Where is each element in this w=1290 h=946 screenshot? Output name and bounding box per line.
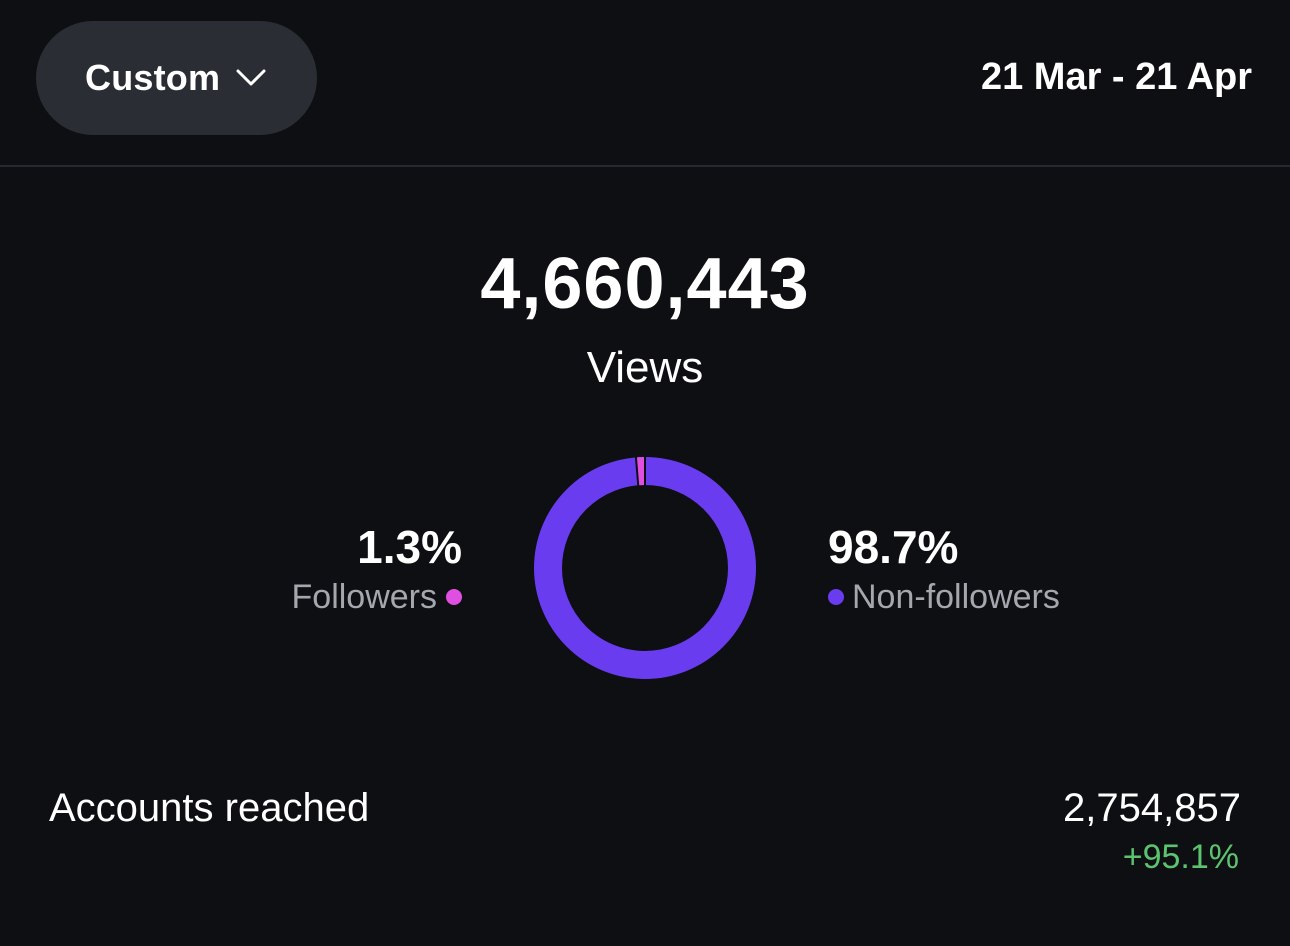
date-range-text: 21 Mar - 21 Apr — [980, 56, 1252, 98]
accounts-reached-change: +95.1% — [1122, 838, 1239, 876]
followers-label: Followers — [291, 578, 437, 616]
followers-legend-dot — [446, 589, 462, 605]
non-followers-percent: 98.7% — [828, 521, 959, 573]
views-label: Views — [586, 343, 704, 392]
accounts-reached-value: 2,754,857 — [1063, 786, 1241, 830]
followers-percent: 1.3% — [357, 521, 462, 573]
non-followers-label: Non-followers — [852, 578, 1060, 616]
header-divider — [0, 165, 1290, 167]
views-donut-chart — [534, 456, 756, 679]
accounts-reached-label: Accounts reached — [49, 786, 370, 830]
date-range-dropdown-label: Custom — [85, 57, 221, 98]
segment-gap — [634, 456, 640, 487]
followers-stat: 1.3% Followers — [292, 520, 462, 620]
total-views-value: 4,660,443 — [480, 244, 810, 324]
date-range-dropdown[interactable]: Custom — [36, 21, 317, 135]
non-followers-segment — [534, 457, 756, 679]
non-followers-stat: 98.7% Non-followers — [828, 520, 1060, 620]
non-followers-legend-dot — [828, 589, 844, 605]
chevron-down-icon — [236, 69, 266, 86]
